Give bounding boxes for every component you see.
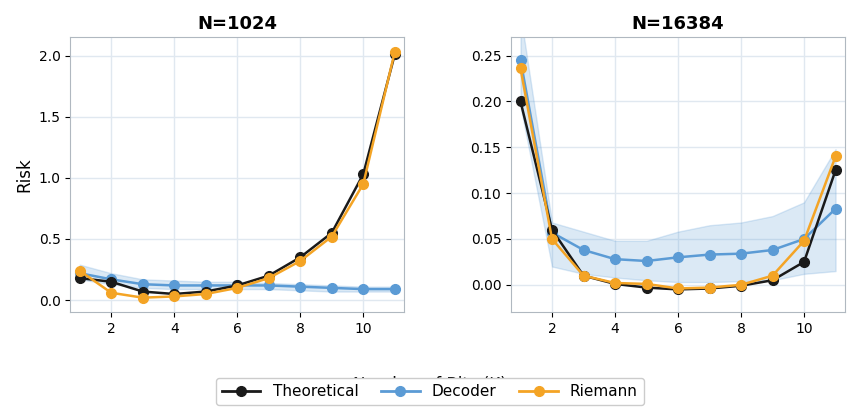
Theoretical xyxy=(515,99,525,104)
Riemann xyxy=(263,275,273,280)
Theoretical xyxy=(327,230,337,235)
Theoretical xyxy=(390,52,400,57)
Theoretical xyxy=(736,283,746,288)
Riemann xyxy=(704,285,715,290)
Line: Riemann: Riemann xyxy=(516,64,840,293)
Theoretical xyxy=(169,292,180,297)
Riemann xyxy=(642,281,652,286)
Line: Riemann: Riemann xyxy=(75,47,400,303)
Decoder xyxy=(232,283,243,288)
Riemann xyxy=(295,259,305,263)
Decoder xyxy=(799,237,809,242)
Theoretical xyxy=(200,289,211,294)
Title: N=1024: N=1024 xyxy=(197,15,277,33)
Decoder xyxy=(200,283,211,288)
Theoretical xyxy=(295,255,305,260)
Decoder xyxy=(138,282,148,287)
Theoretical xyxy=(799,259,809,264)
Decoder xyxy=(673,255,683,260)
Decoder xyxy=(831,206,841,211)
Decoder xyxy=(579,247,589,252)
Riemann xyxy=(169,294,180,299)
Decoder xyxy=(610,257,620,262)
Riemann xyxy=(358,182,368,187)
Theoretical xyxy=(767,278,777,283)
Riemann xyxy=(232,285,243,290)
Riemann xyxy=(610,280,620,285)
Theoretical xyxy=(579,273,589,278)
Theoretical xyxy=(75,275,85,280)
Decoder xyxy=(327,285,337,290)
Legend: Theoretical, Decoder, Riemann: Theoretical, Decoder, Riemann xyxy=(216,378,644,406)
Line: Decoder: Decoder xyxy=(516,55,840,266)
Riemann xyxy=(138,295,148,300)
Decoder xyxy=(767,247,777,252)
Riemann xyxy=(579,273,589,278)
Riemann xyxy=(106,290,116,295)
Riemann xyxy=(200,292,211,297)
Theoretical xyxy=(704,286,715,291)
Decoder xyxy=(169,283,180,288)
Riemann xyxy=(327,234,337,239)
Decoder xyxy=(515,58,525,63)
Decoder xyxy=(295,284,305,289)
Riemann xyxy=(736,282,746,287)
Riemann xyxy=(673,286,683,291)
Riemann xyxy=(767,273,777,278)
Theoretical xyxy=(673,287,683,292)
Riemann xyxy=(547,237,557,242)
Decoder xyxy=(106,277,116,282)
Theoretical xyxy=(642,285,652,290)
Theoretical xyxy=(547,227,557,232)
Decoder xyxy=(358,287,368,292)
Theoretical xyxy=(358,172,368,177)
Decoder xyxy=(704,252,715,257)
Riemann xyxy=(799,238,809,243)
Line: Theoretical: Theoretical xyxy=(75,50,400,299)
Line: Decoder: Decoder xyxy=(75,268,400,294)
Theoretical xyxy=(263,273,273,278)
Riemann xyxy=(75,268,85,273)
Line: Theoretical: Theoretical xyxy=(516,97,840,294)
Decoder xyxy=(390,287,400,292)
Theoretical xyxy=(831,168,841,173)
Decoder xyxy=(75,271,85,276)
Y-axis label: Risk: Risk xyxy=(15,157,33,192)
Title: N=16384: N=16384 xyxy=(632,15,724,33)
Riemann xyxy=(831,154,841,159)
Decoder xyxy=(547,230,557,235)
Decoder xyxy=(736,251,746,256)
Theoretical xyxy=(106,279,116,284)
Riemann xyxy=(515,66,525,71)
Riemann xyxy=(390,50,400,55)
Theoretical xyxy=(610,281,620,286)
Theoretical xyxy=(138,289,148,294)
Theoretical xyxy=(232,283,243,288)
Decoder xyxy=(263,283,273,288)
Text: Number of Bits (K): Number of Bits (K) xyxy=(353,376,507,394)
Decoder xyxy=(642,259,652,263)
